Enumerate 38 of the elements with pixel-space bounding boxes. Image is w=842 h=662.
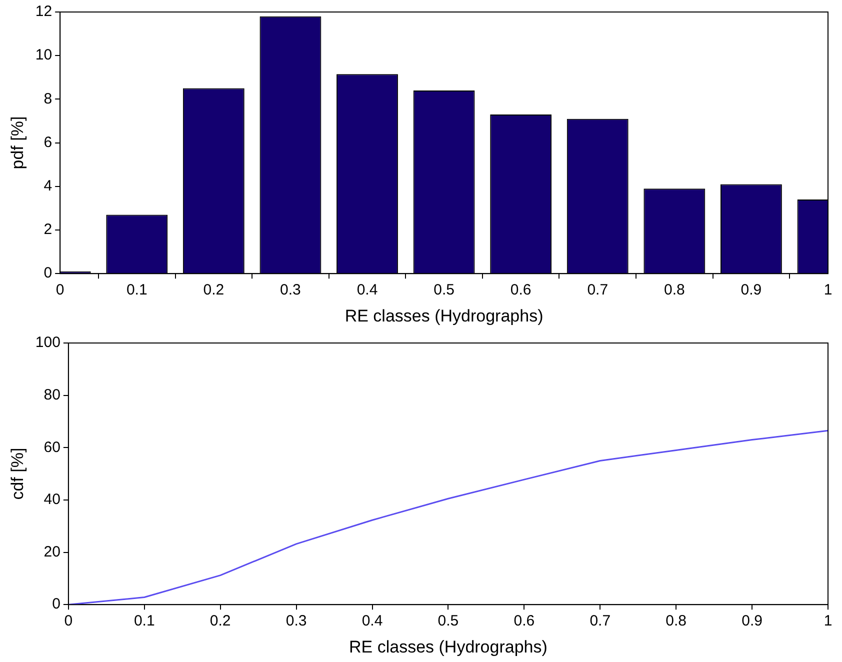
x-tick-label: 0.9 (740, 282, 762, 299)
x-tick-label: 1 (824, 282, 832, 299)
y-tick-label: 12 (35, 3, 52, 20)
x-tick-label: 0.1 (134, 612, 155, 630)
y-tick-label: 40 (44, 491, 60, 508)
y-tick-label: 80 (44, 386, 60, 404)
x-tick-label: 0.7 (590, 612, 611, 630)
y-tick-label: 6 (44, 134, 52, 151)
x-tick-label: 0.9 (742, 612, 762, 630)
x-tick-label: 0.3 (286, 612, 307, 630)
y-tick-label: 2 (44, 221, 52, 238)
x-axis-title: RE classes (Hydrographs) (344, 306, 544, 326)
y-tick-label: 8 (44, 90, 52, 108)
x-tick-label: 0.5 (434, 282, 454, 299)
x-tick-label: 0.8 (666, 612, 687, 630)
x-tick-label: 0.8 (664, 282, 685, 299)
y-tick-label: 4 (44, 178, 52, 195)
x-tick-label: 0.2 (210, 612, 231, 630)
x-tick-label: 0.7 (587, 282, 608, 299)
x-tick-label: 0.6 (510, 282, 532, 299)
x-tick-label: 0.2 (203, 282, 224, 299)
y-tick-label: 0 (44, 264, 52, 282)
y-tick-label: 60 (44, 438, 60, 456)
x-tick-label: 0 (64, 612, 73, 630)
x-tick-label: 1 (824, 612, 832, 630)
y-tick-label: 10 (35, 46, 52, 64)
x-tick-label: 0.1 (126, 282, 148, 299)
x-tick-label: 0.6 (514, 612, 535, 630)
y-tick-label: 100 (35, 334, 60, 352)
y-tick-label: 0 (52, 596, 60, 613)
y-tick-label: 20 (44, 543, 60, 560)
x-tick-label: 0.4 (362, 612, 383, 630)
x-tick-label: 0.5 (438, 612, 459, 630)
y-axis-title: cdf [%] (8, 448, 27, 500)
x-axis-title: RE classes (Hydrographs) (349, 637, 548, 656)
y-axis-title: pdf [%] (8, 116, 27, 170)
x-tick-label: 0.3 (280, 282, 301, 299)
x-tick-label: 0.4 (356, 282, 378, 299)
